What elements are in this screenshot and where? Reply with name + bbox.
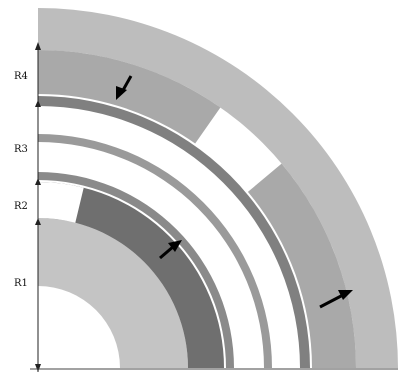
axis-tick-r3-icon bbox=[35, 178, 41, 185]
axis-tick-r4-icon bbox=[35, 100, 41, 107]
segment-r4-top bbox=[38, 50, 221, 144]
label-r3: R3 bbox=[14, 144, 28, 155]
arrow-up-right-icon bbox=[159, 240, 182, 260]
ring-r1-band bbox=[38, 218, 188, 368]
arrow-down-left-icon bbox=[116, 75, 133, 100]
arrow-right-icon bbox=[319, 290, 353, 309]
label-r4: R4 bbox=[14, 71, 28, 82]
label-r2: R2 bbox=[14, 201, 28, 212]
segment-r4-right bbox=[247, 163, 356, 368]
label-r1: R1 bbox=[14, 278, 28, 289]
outer-band bbox=[38, 8, 398, 368]
axis-arrow-bottom-icon bbox=[35, 364, 41, 372]
segment-r2-gap bbox=[38, 182, 84, 223]
axis-tick-r2-icon bbox=[35, 218, 41, 225]
axis-arrow-top-icon bbox=[35, 42, 41, 50]
